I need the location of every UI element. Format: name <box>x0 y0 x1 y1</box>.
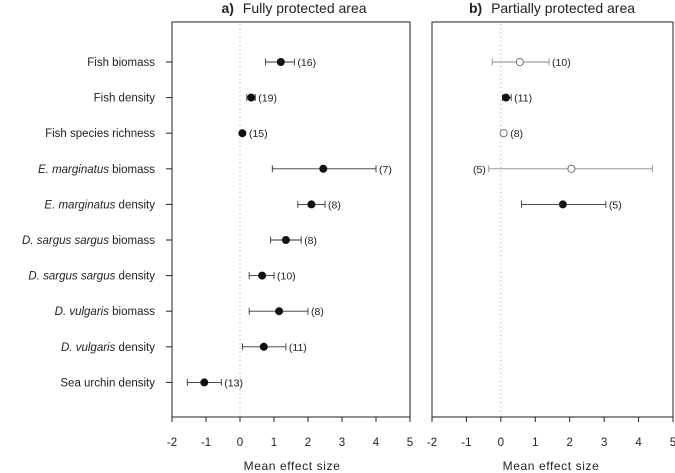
category-text: biomass <box>109 306 155 318</box>
x-tick-label: 0 <box>498 437 504 449</box>
effect-point <box>281 235 290 244</box>
sample-size-label: (5) <box>609 199 622 211</box>
effect-point <box>558 200 567 209</box>
panel-b: b) Partially protected area -2 -1 0 1 2 3 4 5 (… <box>427 0 675 473</box>
sample-size-label: (11) <box>514 93 532 105</box>
category-text: Fish biomass <box>87 57 155 69</box>
category-text: Fish density <box>94 93 156 105</box>
panel-a-x-axis-label: Mean effect size <box>244 459 341 473</box>
panel-b-effect-sizes: (10) (11) (8) (5) (5) <box>473 57 653 211</box>
category-text: density <box>115 271 155 283</box>
panel-b-title-text: Partially protected area <box>491 0 635 16</box>
sample-size-label: (8) <box>328 199 341 211</box>
panel-a-frame <box>171 21 411 418</box>
panel-b-title: b) Partially protected area <box>469 0 635 16</box>
sample-size-label: (5) <box>473 164 486 176</box>
sample-size-label: (16) <box>297 57 316 69</box>
effect-point <box>259 342 268 351</box>
panel-a-x-ticks: -2 -1 0 1 2 3 4 5 <box>167 417 413 449</box>
category-text: biomass <box>109 164 155 176</box>
species-name: E. marginatus <box>44 199 115 211</box>
x-tick-label: -1 <box>461 437 471 449</box>
category-text: Sea urchin density <box>60 377 155 389</box>
category-text: biomass <box>109 235 155 247</box>
category-text: density <box>115 199 155 211</box>
category-label: E. marginatus biomass <box>38 164 155 176</box>
category-label: Fish species richness <box>45 128 155 140</box>
category-label: D. vulgaris biomass <box>55 306 156 318</box>
category-label: Fish density <box>94 93 156 105</box>
panel-b-x-axis-label: Mean effect size <box>503 459 600 473</box>
x-tick-label: 3 <box>339 437 345 449</box>
x-tick-label: 3 <box>601 437 607 449</box>
effect-point <box>307 200 316 209</box>
sample-size-label: (19) <box>258 93 277 105</box>
effect-point <box>247 93 256 102</box>
effect-point <box>567 164 576 173</box>
category-text: density <box>115 342 155 354</box>
category-label: Sea urchin density <box>60 377 155 389</box>
sample-size-label: (10) <box>277 271 296 283</box>
species-name: E. marginatus <box>38 164 109 176</box>
sample-size-label: (8) <box>304 235 317 247</box>
species-name: D. sargus sargus <box>22 235 109 247</box>
sample-size-label: (10) <box>552 57 571 69</box>
category-label: D. sargus sargus density <box>28 271 155 283</box>
x-tick-label: 2 <box>567 437 573 449</box>
panel-a-effect-sizes: (16) (19) (15) (7) (8) (8) (10) (8) (11) (13) <box>186 57 392 389</box>
x-tick-label: 1 <box>532 437 538 449</box>
panel-a-title: a) Fully protected area <box>221 0 366 16</box>
species-name: D. vulgaris <box>55 306 110 318</box>
sample-size-label: (13) <box>224 377 243 389</box>
x-tick-label: 0 <box>237 437 243 449</box>
panel-b-letter: b) <box>469 0 482 16</box>
x-tick-label: 1 <box>271 437 277 449</box>
sample-size-label: (15) <box>249 128 268 140</box>
effect-point <box>275 307 284 316</box>
effect-point <box>238 129 247 138</box>
x-tick-label: -2 <box>167 437 177 449</box>
category-label: D. sargus sargus biomass <box>22 235 155 247</box>
effect-point <box>276 58 285 67</box>
effect-point <box>319 164 328 173</box>
species-name: D. sargus sargus <box>28 271 115 283</box>
sample-size-label: (11) <box>289 342 307 354</box>
sample-size-label: (7) <box>379 164 392 176</box>
sample-size-label: (8) <box>311 306 324 318</box>
x-tick-label: 5 <box>670 437 675 449</box>
panel-a: a) Fully protected area Fish biomassFish… <box>22 0 413 473</box>
x-tick-label: 2 <box>305 437 311 449</box>
effect-point <box>258 271 267 280</box>
effect-point <box>499 129 508 138</box>
category-label: E. marginatus density <box>44 199 155 211</box>
panel-a-letter: a) <box>221 0 233 16</box>
category-label: Fish biomass <box>87 57 155 69</box>
panel-a-title-text: Fully protected area <box>243 0 367 16</box>
x-tick-label: 4 <box>635 437 642 449</box>
effect-point <box>502 93 511 102</box>
category-text: Fish species richness <box>45 128 155 140</box>
sample-size-label: (8) <box>510 128 523 140</box>
effect-point <box>515 57 524 67</box>
x-tick-label: -1 <box>201 437 211 449</box>
x-tick-label: 4 <box>373 437 380 449</box>
panel-b-frame <box>431 21 674 418</box>
species-name: D. vulgaris <box>61 342 116 354</box>
x-tick-label: 5 <box>407 437 413 449</box>
category-label: D. vulgaris density <box>61 342 155 354</box>
panel-b-x-ticks: -2 -1 0 1 2 3 4 5 <box>427 417 675 449</box>
effect-point <box>200 378 209 387</box>
panel-a-category-labels: Fish biomass Fish density Fish species ric… <box>22 57 172 389</box>
x-tick-label: -2 <box>427 437 437 449</box>
